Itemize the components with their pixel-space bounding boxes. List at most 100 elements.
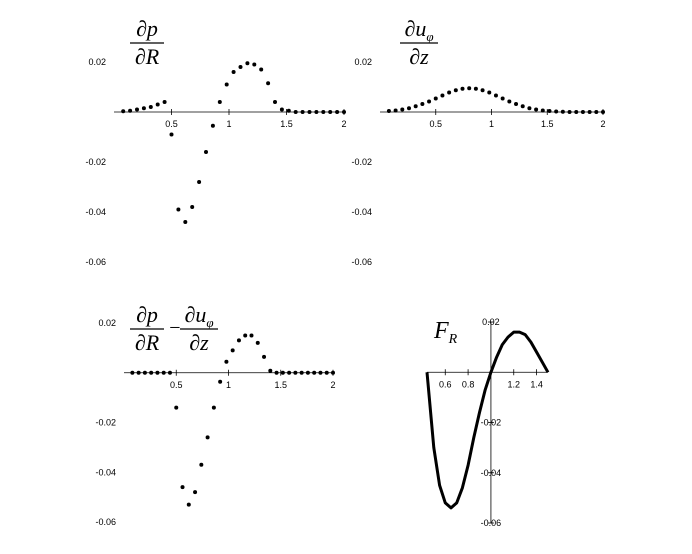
point (262, 354, 267, 359)
title-denominator: ∂R (135, 330, 160, 355)
x-tick-label: 1.5 (280, 119, 293, 129)
y-tick-label: -0.02 (95, 418, 116, 428)
point (273, 100, 277, 104)
point (238, 65, 243, 69)
point (169, 132, 174, 137)
point (342, 110, 346, 114)
point (243, 333, 248, 338)
title-text: F (433, 318, 449, 344)
point (280, 370, 285, 375)
x-tick-label: 2 (341, 119, 346, 129)
point (236, 338, 241, 343)
point (312, 370, 317, 375)
point (176, 207, 181, 212)
panel: 0.5 1 1.5 2 0.02 -0.02 -0.04 -0.06 ∂p ∂R (85, 16, 346, 267)
point (274, 370, 279, 375)
x-tick-label: 1 (489, 119, 494, 129)
point (186, 502, 191, 507)
point (121, 109, 126, 114)
numerator-subscript: φ (206, 315, 213, 330)
point (204, 150, 208, 154)
point (321, 110, 326, 114)
point (293, 370, 298, 375)
point (500, 96, 505, 101)
title: FR (433, 318, 458, 347)
y-tick-label: -0.06 (351, 257, 372, 267)
x-tick-label: 0.5 (165, 119, 178, 129)
point (335, 110, 340, 114)
title-numerator: ∂uφ (404, 16, 433, 44)
point (211, 405, 216, 410)
point (420, 102, 425, 106)
x-tick-label: 1.4 (530, 379, 543, 389)
numerator-subscript: φ (426, 29, 433, 44)
point (245, 61, 250, 66)
point (493, 93, 498, 98)
point (480, 88, 485, 93)
point (314, 110, 319, 114)
x-tick-label: 1.5 (274, 380, 287, 390)
y-tick-label: 0.02 (88, 57, 106, 67)
x-tick-label: 0.5 (429, 119, 442, 129)
point (527, 106, 532, 111)
point (547, 109, 552, 113)
point (217, 100, 222, 104)
point (520, 104, 525, 109)
title-denominator: ∂R (135, 44, 160, 69)
y-tick-label: -0.06 (85, 257, 106, 267)
numerator-text: ∂p (136, 302, 158, 327)
title-operator: − (168, 317, 182, 339)
point (300, 110, 305, 114)
x-tick-label: 0.6 (439, 379, 452, 389)
point (141, 106, 146, 111)
point (231, 70, 236, 74)
point (183, 220, 188, 224)
point (135, 107, 139, 112)
point (507, 99, 512, 104)
point (193, 490, 198, 495)
point (413, 104, 418, 109)
point (540, 108, 545, 113)
title-denominator: ∂z (189, 330, 209, 355)
x-tick-label: 2 (600, 119, 605, 129)
point (279, 107, 284, 112)
x-tick-label: 1 (226, 119, 231, 129)
point (440, 93, 445, 98)
point (205, 435, 210, 440)
panel: 0.5 1 1.5 2 0.02 -0.02 -0.04 -0.06 ∂uφ∂z (351, 16, 605, 267)
curve (425, 330, 550, 510)
point (328, 110, 333, 114)
point (594, 110, 599, 114)
x-tick-label: 0.5 (170, 380, 183, 390)
point (249, 333, 254, 338)
x-tick-label: 1.5 (541, 119, 554, 129)
point (199, 462, 204, 467)
point (386, 109, 391, 113)
point (149, 370, 154, 375)
point (487, 90, 492, 95)
point (130, 370, 135, 375)
point (307, 110, 312, 114)
point (560, 109, 565, 114)
point (554, 109, 559, 114)
point (224, 359, 229, 364)
title-subscript: R (448, 332, 458, 347)
point (299, 370, 304, 375)
point (197, 180, 202, 184)
point (318, 370, 323, 375)
point (293, 110, 298, 114)
point (287, 370, 292, 375)
point (266, 81, 271, 86)
point (400, 107, 405, 112)
point (148, 105, 153, 109)
x-tick-label: 1 (226, 380, 231, 390)
point (259, 67, 264, 72)
point (514, 102, 519, 106)
y-tick-label: -0.04 (351, 207, 372, 217)
point (218, 379, 223, 384)
numerator-text: ∂u (404, 16, 426, 41)
point (180, 485, 185, 490)
point (393, 108, 398, 113)
